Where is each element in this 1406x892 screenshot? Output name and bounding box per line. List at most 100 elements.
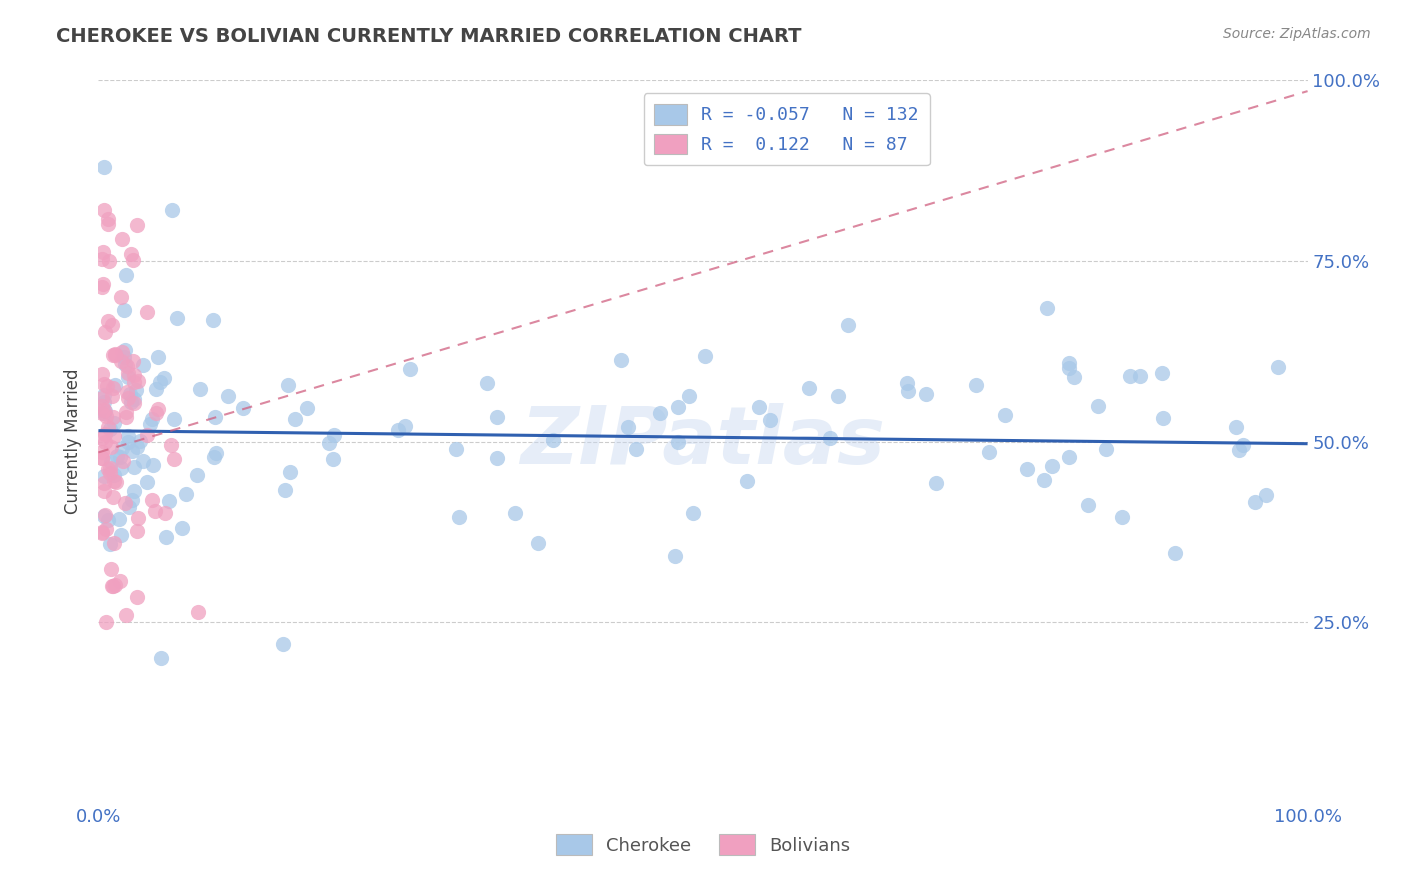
Point [201,313,224,327]
Point [117,359,139,373]
Point [91,445,114,459]
Point [93,388,115,402]
Point [399,362,422,376]
Point [666,435,689,450]
Point [97,217,120,231]
Point [1077,498,1099,512]
Point [146,401,169,416]
Point [91,391,114,405]
Point [100,460,122,475]
Point [93,483,115,498]
Point [1227,443,1250,458]
Point [114,409,136,424]
Point [1150,366,1173,380]
Point [97,253,120,268]
Point [94,409,117,423]
Point [977,445,1000,459]
Point [103,475,125,489]
Point [163,452,186,467]
Point [118,500,141,514]
Point [994,409,1017,423]
Point [626,442,648,457]
Point [91,526,114,541]
Point [114,357,136,371]
Point [693,349,716,363]
Point [94,522,117,536]
Point [101,579,124,593]
Point [187,605,209,619]
Point [1087,399,1109,413]
Point [148,350,170,364]
Point [110,290,132,304]
Point [176,487,198,501]
Point [136,428,159,442]
Point [1032,474,1054,488]
Point [664,549,686,564]
Point [526,535,548,549]
Point [142,458,165,472]
Point [149,651,172,665]
Point [120,394,142,409]
Point [682,506,704,520]
Point [141,412,163,426]
Point [105,449,128,463]
Point [91,277,114,291]
Point [101,389,124,403]
Point [91,451,114,466]
Point [1164,546,1187,560]
Point [97,513,120,527]
Point [101,347,124,361]
Point [204,450,226,465]
Point [543,433,565,447]
Point [915,387,938,401]
Point [1063,370,1085,384]
Point [127,218,149,232]
Point [104,348,127,362]
Point [117,369,139,384]
Point [145,382,167,396]
Point [108,512,131,526]
Point [278,465,301,479]
Point [1225,420,1247,434]
Point [166,310,188,325]
Point [737,474,759,488]
Point [128,434,150,449]
Point [98,537,121,551]
Point [145,504,167,518]
Point [1095,442,1118,456]
Point [101,490,124,504]
Point [91,451,114,466]
Point [136,475,159,489]
Point [1232,437,1254,451]
Point [93,406,115,420]
Point [124,396,146,410]
Point [139,417,162,431]
Point [475,376,498,391]
Point [114,496,136,510]
Point [387,424,409,438]
Point [98,422,121,436]
Point [153,506,176,520]
Point [1111,509,1133,524]
Point [818,431,841,445]
Point [322,452,344,467]
Legend: Cherokee, Bolivians: Cherokee, Bolivians [548,827,858,863]
Point [449,509,471,524]
Point [1040,459,1063,474]
Point [103,535,125,549]
Point [93,509,115,524]
Point [121,493,143,508]
Point [318,435,340,450]
Point [155,531,177,545]
Text: ZIPatlas: ZIPatlas [520,402,886,481]
Point [924,476,946,491]
Point [121,253,143,268]
Point [94,508,117,522]
Point [127,511,149,525]
Point [758,413,780,427]
Point [96,212,118,227]
Point [125,440,148,454]
Point [117,429,139,443]
Point [104,347,127,361]
Point [94,427,117,442]
